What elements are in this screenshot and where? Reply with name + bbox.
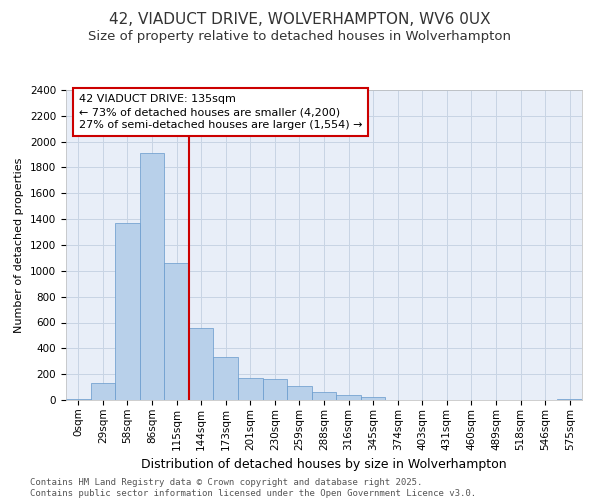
- Text: 42 VIADUCT DRIVE: 135sqm
← 73% of detached houses are smaller (4,200)
27% of sem: 42 VIADUCT DRIVE: 135sqm ← 73% of detach…: [79, 94, 362, 130]
- Bar: [263, 378, 287, 400]
- Y-axis label: Number of detached properties: Number of detached properties: [14, 158, 25, 332]
- Text: 42, VIADUCT DRIVE, WOLVERHAMPTON, WV6 0UX: 42, VIADUCT DRIVE, WOLVERHAMPTON, WV6 0U…: [109, 12, 491, 28]
- Bar: [164, 263, 189, 400]
- Bar: [361, 397, 385, 400]
- X-axis label: Distribution of detached houses by size in Wolverhampton: Distribution of detached houses by size …: [141, 458, 507, 471]
- Bar: [115, 223, 140, 400]
- Bar: [312, 392, 336, 400]
- Bar: [238, 378, 263, 400]
- Bar: [557, 398, 582, 400]
- Bar: [214, 356, 238, 400]
- Bar: [91, 383, 115, 400]
- Text: Size of property relative to detached houses in Wolverhampton: Size of property relative to detached ho…: [89, 30, 511, 43]
- Bar: [66, 398, 91, 400]
- Bar: [140, 154, 164, 400]
- Bar: [336, 395, 361, 400]
- Text: Contains HM Land Registry data © Crown copyright and database right 2025.
Contai: Contains HM Land Registry data © Crown c…: [30, 478, 476, 498]
- Bar: [287, 386, 312, 400]
- Bar: [189, 328, 214, 400]
